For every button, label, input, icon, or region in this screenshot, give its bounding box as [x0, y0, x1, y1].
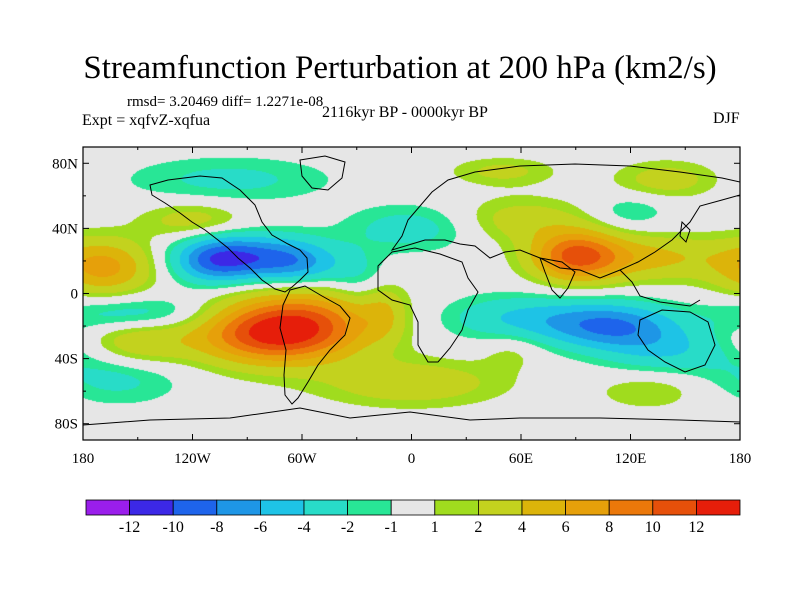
stats-text: rmsd= 3.20469 diff= 1.2271e-08 — [127, 94, 324, 110]
colorbar-label: 1 — [431, 519, 439, 536]
colorbar-swatch — [303, 499, 348, 516]
colorbar-label: -6 — [254, 519, 267, 536]
lon-tick-label: 0 — [408, 451, 416, 467]
colorbar-label: 12 — [688, 519, 704, 536]
coast-japan — [679, 220, 691, 243]
colorbar-label: 4 — [518, 519, 526, 536]
colorbar: -12 -10 -8 -6 -4 -2 -1 1 2 4 6 8 10 12 — [85, 499, 741, 536]
lon-tick-label: 60E — [509, 451, 533, 467]
colorbar-swatch — [129, 499, 174, 516]
colorbar-swatch — [521, 499, 566, 516]
season-label: DJF — [713, 110, 740, 127]
coast-africa — [377, 247, 479, 363]
colorbar-swatch — [347, 499, 392, 516]
colorbar-label: 8 — [605, 519, 613, 536]
colorbar-label: 6 — [562, 519, 570, 536]
colorbar-swatch — [608, 499, 654, 516]
colorbar-swatch — [434, 499, 479, 516]
colorbar-swatch — [652, 499, 697, 516]
colorbar-label: 10 — [645, 519, 661, 536]
chart-title: Streamfunction Perturbation at 200 hPa (… — [83, 50, 717, 86]
lon-tick-label: 120E — [615, 451, 647, 467]
coast-india — [539, 257, 576, 299]
colorbar-swatch — [259, 499, 305, 516]
coast-antarctica — [83, 407, 740, 426]
colorbar-swatch — [85, 499, 130, 516]
coast-south-america — [279, 285, 351, 405]
period-label: 2116kyr BP - 0000kyr BP — [322, 104, 488, 121]
colorbar-swatch — [696, 499, 741, 516]
experiment-label: Expt = xqfvZ-xqfua — [82, 112, 211, 129]
axis-ticks — [82, 147, 741, 440]
colorbar-label: 2 — [474, 519, 482, 536]
coast-australia — [637, 309, 716, 373]
colorbar-swatch — [216, 499, 261, 516]
coast-greenland — [299, 155, 346, 191]
lat-tick-label: 0 — [71, 287, 79, 303]
colorbar-label: -2 — [341, 519, 354, 536]
colorbar-swatch — [477, 499, 523, 516]
lon-tick-label: 180 — [72, 451, 95, 467]
coast-southeast-asia — [619, 269, 701, 307]
colorbar-swatch — [172, 499, 218, 516]
lat-tick-label: 80S — [55, 417, 78, 433]
colorbar-label: -1 — [385, 519, 398, 536]
colorbar-swatch — [390, 499, 436, 516]
coastlines — [83, 155, 740, 426]
lon-tick-label: 120W — [174, 451, 212, 467]
lon-tick-label: 180 — [729, 451, 752, 467]
streamfunction-field — [83, 147, 740, 440]
colorbar-label: -10 — [163, 519, 184, 536]
lat-tick-label: 80N — [52, 156, 78, 172]
colorbar-swatch — [565, 499, 610, 516]
latitude-axis: 80N 40N 0 40S 80S — [52, 156, 78, 432]
coast-north-america — [149, 175, 309, 293]
longitude-axis: 180 120W 60W 0 60E 120E 180 — [72, 451, 752, 467]
colorbar-label: -4 — [297, 519, 310, 536]
lat-tick-label: 40S — [55, 352, 78, 368]
lon-tick-label: 60W — [287, 451, 317, 467]
colorbar-label: -8 — [210, 519, 223, 536]
coast-eurasia — [390, 163, 740, 279]
lat-tick-label: 40N — [52, 221, 78, 237]
colorbar-label: -12 — [119, 519, 140, 536]
